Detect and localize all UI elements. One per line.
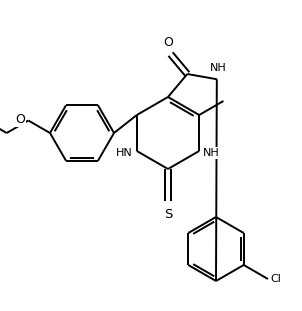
Text: Cl: Cl <box>270 274 281 284</box>
Text: NH: NH <box>210 63 226 73</box>
Text: NH: NH <box>203 148 220 158</box>
Text: S: S <box>164 208 172 221</box>
Text: HN: HN <box>116 148 133 158</box>
Text: O: O <box>15 113 25 126</box>
Text: O: O <box>164 36 174 49</box>
